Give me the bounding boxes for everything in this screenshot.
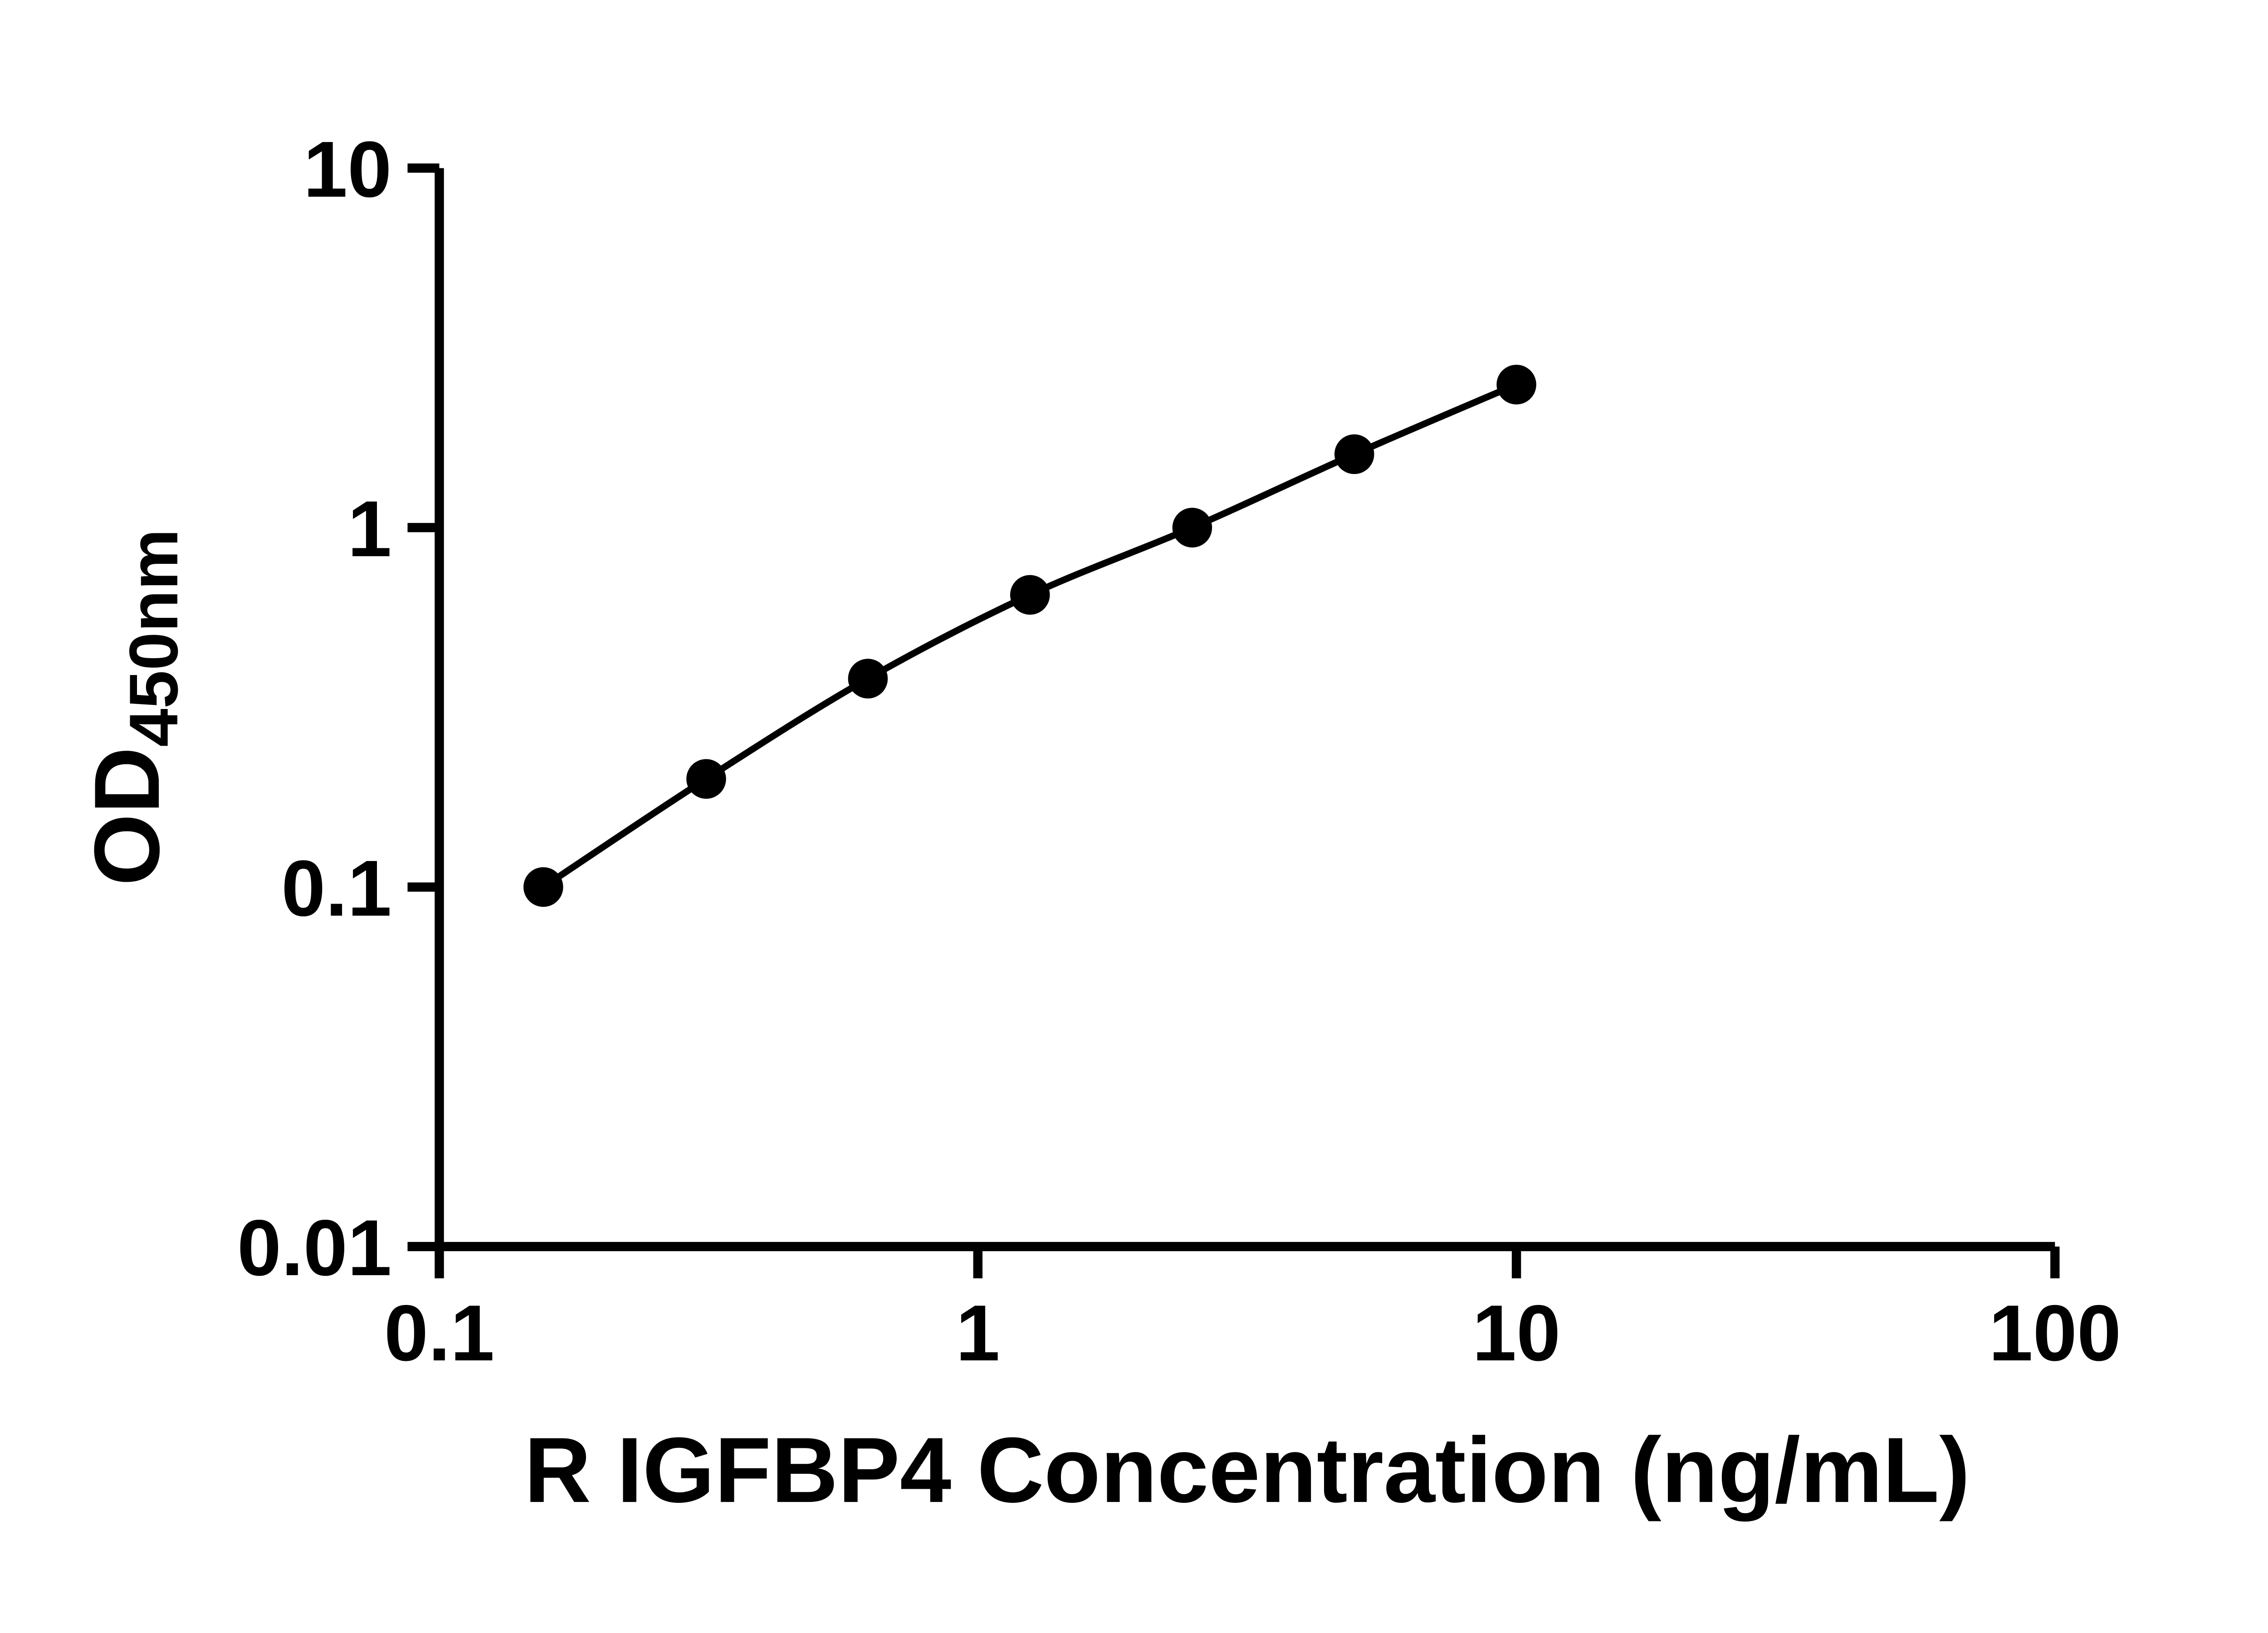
x-axis-tick-label: 1: [956, 1289, 1000, 1378]
axis-lines: [435, 168, 2055, 1252]
data-point-marker: [1172, 508, 1212, 548]
x-axis-tick-label: 100: [1989, 1289, 2121, 1378]
y-axis-tick-label: 0.1: [281, 845, 391, 933]
x-axis-tick-label: 10: [1472, 1289, 1561, 1378]
x-axis-tick-label: 0.1: [384, 1289, 494, 1378]
y-axis-title: OD450nm: [75, 529, 192, 886]
y-axis-title-main: OD: [75, 747, 179, 886]
y-axis-title-subscript: 450nm: [116, 529, 192, 747]
data-point-marker: [686, 759, 726, 799]
data-point-marker: [848, 659, 888, 699]
data-point-marker: [523, 867, 563, 907]
x-axis-title: R IGFBP4 Concentration (ng/mL): [524, 1418, 1970, 1522]
data-point-marker: [1496, 365, 1536, 405]
y-axis-tick-label: 1: [347, 485, 391, 573]
data-point-marker: [1334, 434, 1374, 474]
y-axis-tick-label: 10: [303, 126, 392, 214]
y-axis-tick-label: 0.01: [237, 1204, 392, 1292]
data-point-marker: [1010, 575, 1050, 615]
